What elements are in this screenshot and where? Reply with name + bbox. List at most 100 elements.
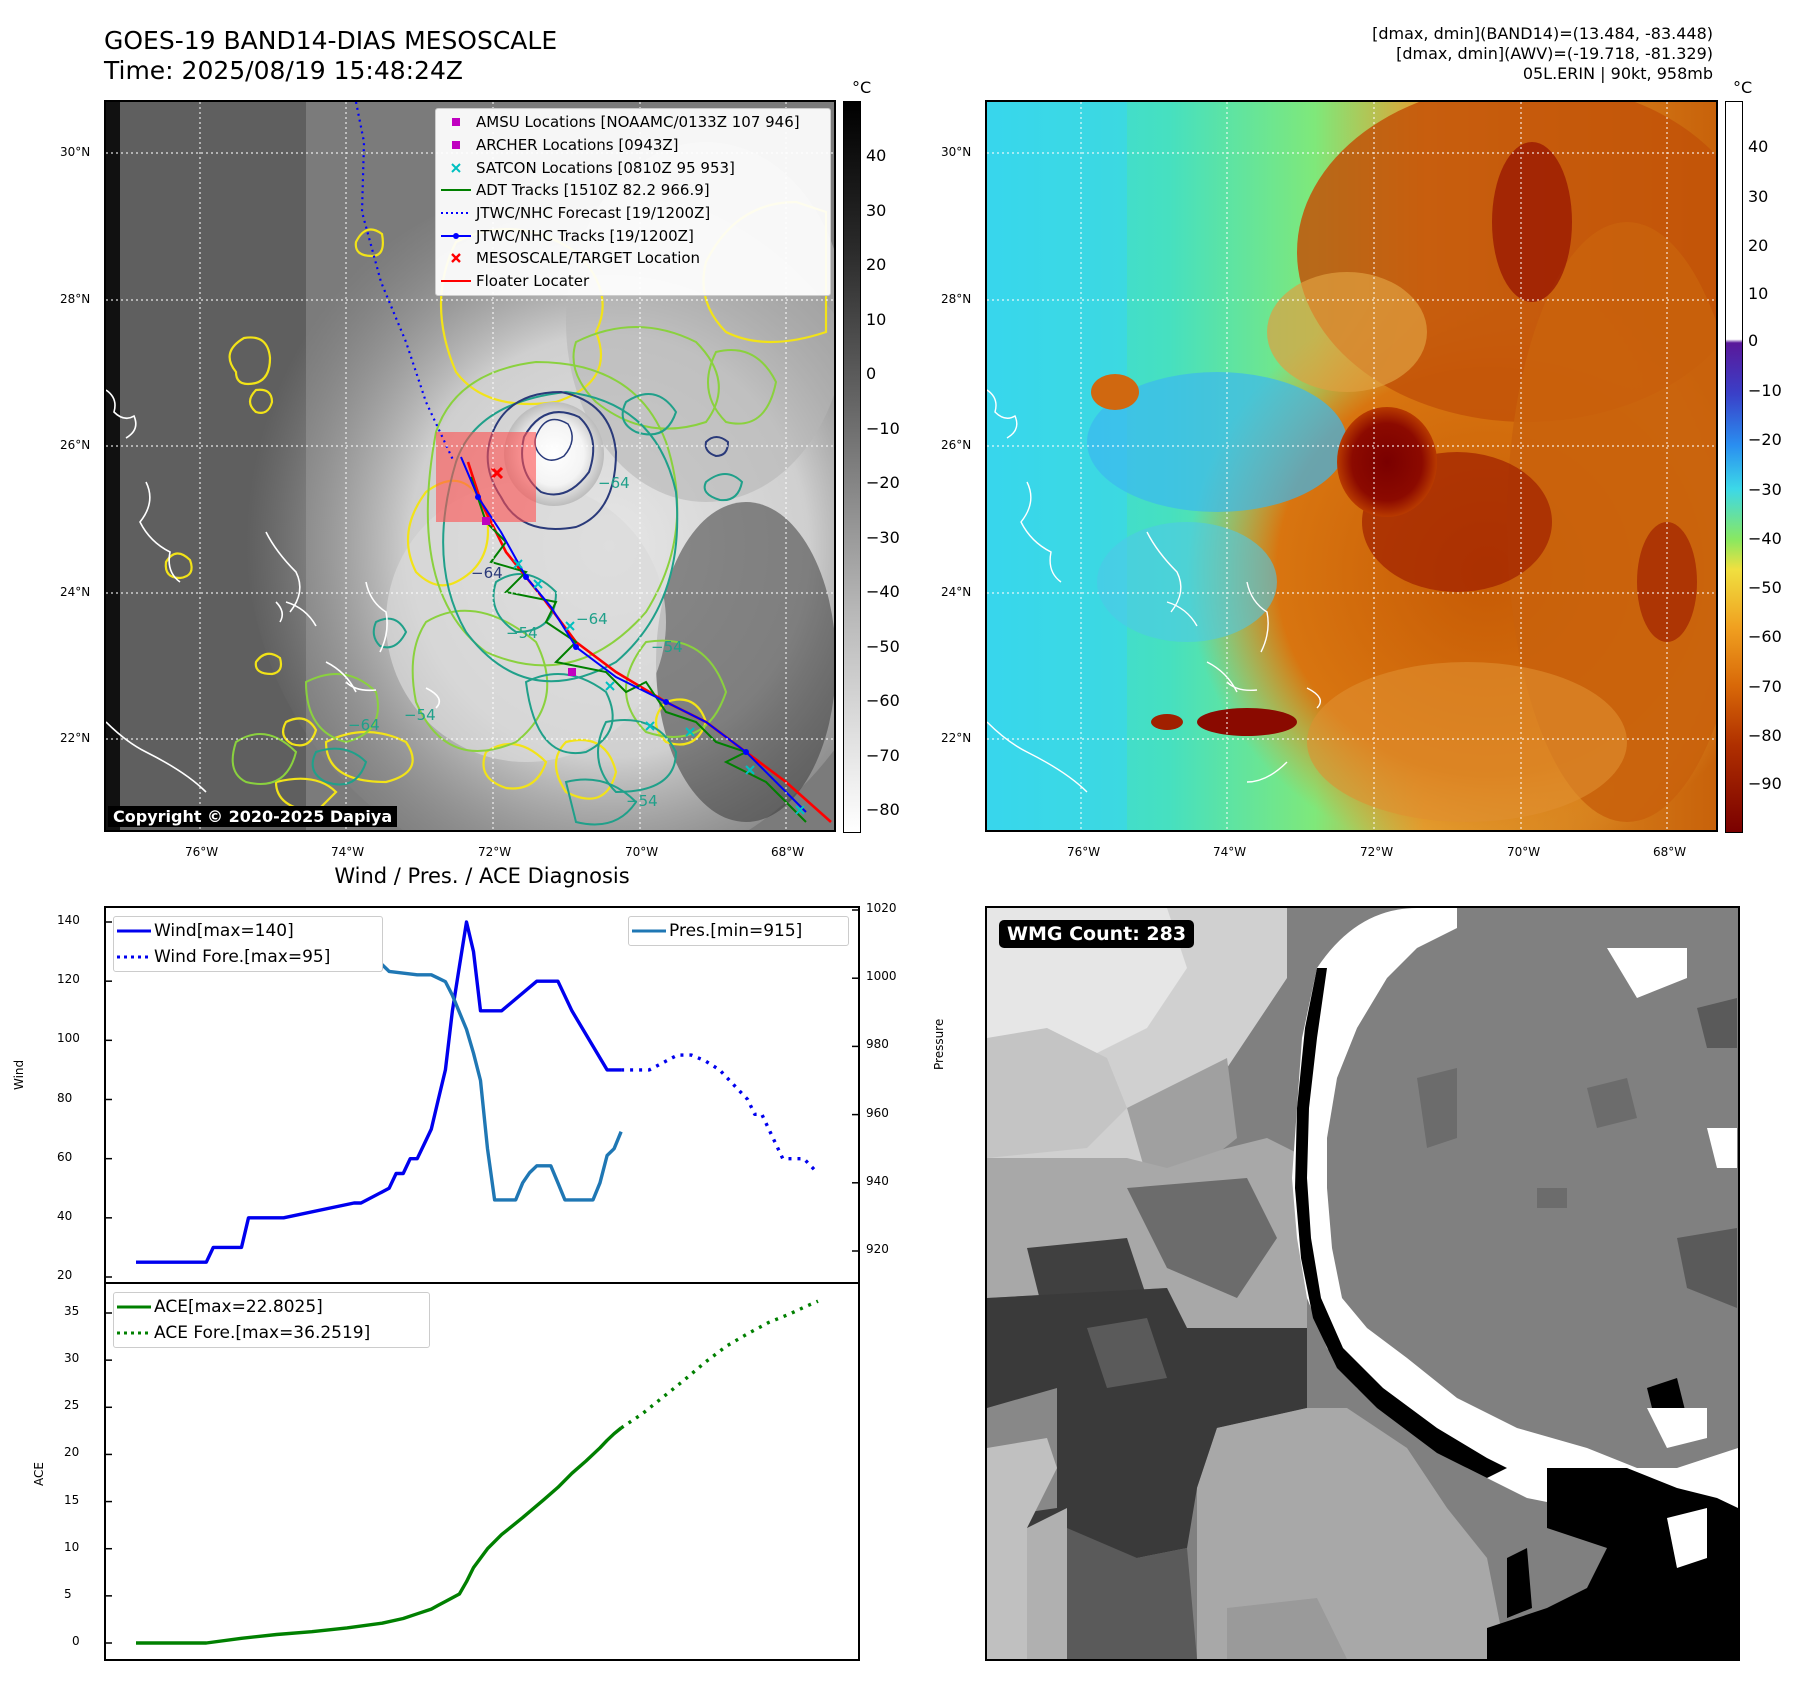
- legend-item-forecast: JTWC/NHC Forecast [19/1200Z]: [436, 202, 830, 225]
- diagnosis-title: Wind / Pres. / ACE Diagnosis: [334, 864, 630, 888]
- dotted-line-icon: [436, 207, 476, 219]
- pressure-axis-label: Pressure: [932, 1018, 946, 1070]
- ir-color-enhanced-map: [985, 100, 1718, 832]
- wind-series-line: [136, 920, 622, 1264]
- colorbar-tick-label: −80: [1748, 726, 1782, 745]
- contour-label: −64: [348, 716, 380, 734]
- copyright-label: Copyright © 2020-2025 Dapiya: [108, 806, 398, 827]
- colorbar-unit: °C: [852, 78, 872, 97]
- colorbar-tick-label: 30: [866, 200, 887, 220]
- lon-label: 72°W: [478, 845, 512, 859]
- ace-legend: ACE[max=22.8025] ACE Fore.[max=36.2519]: [113, 1292, 430, 1348]
- lat-label: 26°N: [60, 438, 91, 452]
- colorbar-tick-label: −70: [1748, 677, 1782, 696]
- lat-label: 28°N: [941, 292, 972, 306]
- ace-tick-label: 15: [64, 1492, 80, 1507]
- contour-label: −64: [471, 564, 503, 582]
- lon-label: 72°W: [1360, 845, 1394, 859]
- wind-legend: Wind[max=140] Wind Fore.[max=95]: [113, 916, 383, 972]
- legend-item-amsu: AMSU Locations [NOAAMC/0133Z 107 946]: [436, 111, 830, 134]
- wmg-count-label: WMG Count: 283: [999, 920, 1195, 948]
- lon-label: 74°W: [331, 845, 365, 859]
- line-icon: [114, 1301, 154, 1313]
- wind-tick-label: 60: [57, 1149, 73, 1164]
- contour-label: −54: [404, 706, 436, 724]
- lat-label: 22°N: [60, 731, 91, 745]
- wind-tick-label: 40: [57, 1208, 73, 1223]
- lon-label: 76°W: [185, 845, 219, 859]
- legend-item-ace-forecast: ACE Fore.[max=36.2519]: [114, 1320, 429, 1346]
- legend-item-pressure: Pres.[min=915]: [629, 918, 848, 944]
- grayscale-colorbar: [843, 101, 861, 833]
- colorbar-tick-label: 40: [1748, 137, 1769, 156]
- lon-label: 70°W: [625, 845, 659, 859]
- colorbar-tick-label: −60: [866, 691, 900, 710]
- pressure-tick-label: 960: [866, 1105, 889, 1120]
- ace-tick-label: 25: [64, 1398, 80, 1413]
- ace-forecast-series-line: [620, 1299, 819, 1430]
- contour-label: −64: [598, 474, 630, 492]
- title-line-2: Time: 2025/08/19 15:48:24Z: [104, 56, 463, 85]
- colorbar-tick-label: −90: [1748, 774, 1782, 793]
- lat-label: 28°N: [60, 292, 91, 306]
- wind-tick-label: 20: [57, 1268, 73, 1282]
- lon-label: 76°W: [1067, 845, 1101, 859]
- pressure-tick-label: 980: [866, 1037, 889, 1052]
- colorbar-tick-label: 10: [866, 309, 887, 329]
- colorbar-tick-label: 0: [1748, 331, 1759, 350]
- ir-grayscale-map: −64 −64 −54 −64 −54 −64 −54 −54 AMSU Loc…: [104, 100, 836, 832]
- title-line-1: GOES-19 BAND14-DIAS MESOSCALE: [104, 26, 558, 55]
- wind-tick-label: 100: [57, 1031, 80, 1046]
- color-colorbar: [1725, 101, 1743, 833]
- pressure-tick-label: 940: [866, 1173, 889, 1188]
- colorbar-tick-label: −10: [866, 418, 900, 438]
- contour-label: −54: [506, 624, 538, 642]
- line-icon: [436, 184, 476, 196]
- line-icon: [114, 925, 154, 937]
- colorbar-tick-label: −20: [1748, 430, 1782, 449]
- wind-forecast-series-line: [621, 1053, 820, 1175]
- lat-label: 24°N: [941, 585, 972, 599]
- lat-label: 24°N: [60, 585, 91, 599]
- wind-tick-label: 80: [57, 1090, 73, 1105]
- legend-item-target: MESOSCALE/TARGET Location: [436, 247, 830, 270]
- colorbar-tick-label: −50: [866, 636, 900, 656]
- pressure-tick-label: 1020: [866, 901, 897, 915]
- legend-item-adt: ADT Tracks [1510Z 82.2 966.9]: [436, 179, 830, 202]
- colorbar-tick-label: −40: [1748, 529, 1782, 548]
- map-legend: AMSU Locations [NOAAMC/0133Z 107 946] AR…: [435, 108, 831, 296]
- colorbar-tick-label: 40: [866, 146, 887, 165]
- pressure-legend: Pres.[min=915]: [628, 916, 849, 946]
- x-marker-icon: [436, 162, 476, 174]
- legend-item-floater: Floater Locater: [436, 270, 830, 293]
- figure-info: [dmax, dmin](BAND14)=(13.484, -83.448) […: [1372, 24, 1713, 84]
- ace-series-line: [136, 1426, 623, 1645]
- ace-axis-label: ACE: [32, 1462, 46, 1486]
- colorbar-tick-label: 0: [866, 364, 877, 383]
- colorbar-tick-label: −50: [1748, 578, 1782, 597]
- wmg-grid-panel: WMG Count: 283: [985, 906, 1740, 1661]
- legend-item-wind: Wind[max=140]: [114, 918, 382, 944]
- colorbar-tick-label: 20: [1748, 236, 1769, 255]
- ace-tick-label: 10: [64, 1539, 80, 1554]
- lat-label: 30°N: [60, 145, 91, 159]
- x-marker-icon: [436, 252, 476, 264]
- legend-item-tracks: JTWC/NHC Tracks [19/1200Z]: [436, 224, 830, 247]
- info-line-1: [dmax, dmin](BAND14)=(13.484, -83.448): [1372, 24, 1713, 43]
- dotted-line-icon: [114, 951, 154, 963]
- legend-item-wind-forecast: Wind Fore.[max=95]: [114, 944, 382, 970]
- ace-tick-label: 35: [64, 1304, 80, 1318]
- ace-tick-label: 30: [64, 1351, 80, 1366]
- colorbar-tick-label: −10: [1748, 381, 1782, 400]
- legend-item-ace: ACE[max=22.8025]: [114, 1294, 429, 1320]
- info-line-3: 05L.ERIN | 90kt, 958mb: [1522, 64, 1713, 83]
- ace-tick-label: 5: [64, 1586, 72, 1601]
- colorbar-tick-label: 30: [1748, 187, 1769, 206]
- colorbar-tick-label: −30: [866, 527, 900, 547]
- square-marker-icon: [436, 139, 476, 151]
- wind-tick-label: 120: [57, 972, 80, 987]
- contour-label: −64: [576, 610, 608, 628]
- lon-label: 74°W: [1213, 845, 1247, 859]
- wind-axis-label: Wind: [12, 1059, 26, 1090]
- line-dot-icon: [436, 230, 476, 242]
